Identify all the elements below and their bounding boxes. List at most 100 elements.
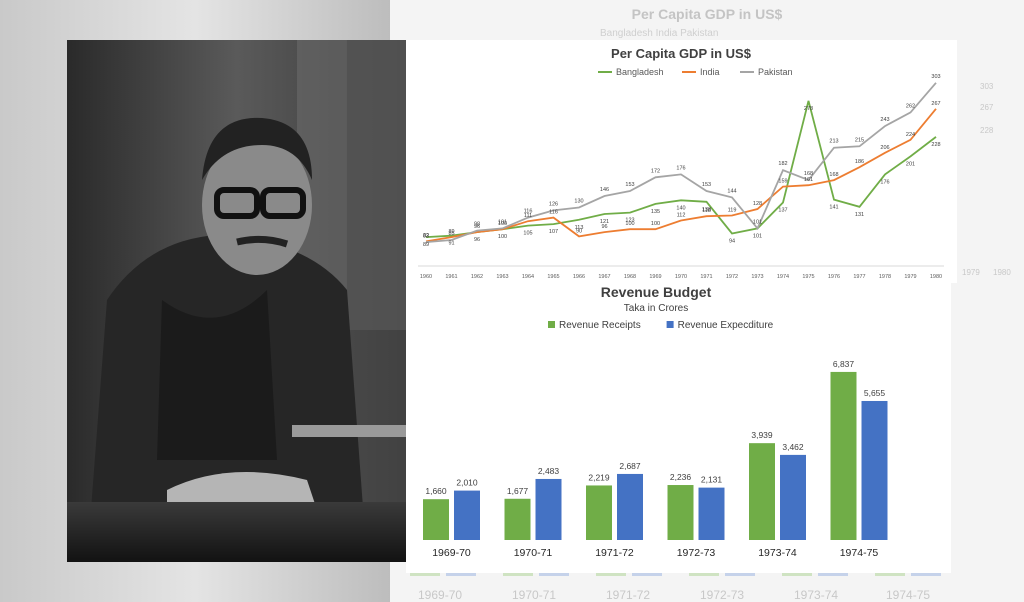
revenue-x-tick-label: 1970-71 xyxy=(514,547,553,559)
gdp-series-line xyxy=(425,108,937,243)
ghost-year-label: 1974-75 xyxy=(886,588,931,602)
gdp-data-label: 206 xyxy=(880,145,889,151)
gdp-data-label: 262 xyxy=(906,103,915,109)
gdp-x-tick-label: 1972 xyxy=(726,274,738,280)
gdp-series-line xyxy=(425,82,937,243)
gdp-x-tick-label: 1966 xyxy=(573,274,585,280)
gdp-data-label: 101 xyxy=(753,233,762,239)
gdp-chart-title: Per Capita GDP in US$ xyxy=(611,46,752,61)
gdp-data-label: 116 xyxy=(549,210,558,216)
revenue-chart-title: Revenue Budget xyxy=(601,284,712,300)
revenue-bar xyxy=(454,490,480,540)
gdp-x-tick-label: 1971 xyxy=(700,274,712,280)
revenue-bar xyxy=(423,499,449,540)
gdp-data-label: 94 xyxy=(729,238,735,244)
gdp-chart-background xyxy=(406,40,957,283)
ghost-value-label: 303 xyxy=(980,82,994,91)
gdp-x-tick-label: 1965 xyxy=(547,274,559,280)
gdp-data-label: 90 xyxy=(576,228,582,234)
revenue-data-label: 2,131 xyxy=(701,475,723,485)
revenue-bar xyxy=(617,473,643,540)
revenue-data-label: 2,687 xyxy=(619,461,641,471)
gdp-data-label: 83 xyxy=(423,233,429,239)
revenue-data-label: 5,655 xyxy=(864,388,886,398)
gdp-data-label: 130 xyxy=(574,199,583,205)
gdp-x-tick-label: 1978 xyxy=(879,274,891,280)
revenue-x-tick-label: 1969-70 xyxy=(432,547,471,559)
revenue-data-label: 1,677 xyxy=(507,486,529,496)
gdp-data-label: 267 xyxy=(931,101,940,107)
gdp-data-label: 100 xyxy=(625,221,634,227)
gdp-data-label: 176 xyxy=(676,165,685,171)
gdp-data-label: 138 xyxy=(702,207,711,213)
ghost-year-label: 1980 xyxy=(993,268,1011,277)
gdp-data-label: 96 xyxy=(601,224,607,230)
gdp-data-label: 224 xyxy=(906,132,915,138)
ghost-year-label: 1973-74 xyxy=(794,588,839,602)
gdp-data-label: 98 xyxy=(474,222,480,228)
gdp-data-label: 101 xyxy=(498,219,507,225)
gdp-data-label: 126 xyxy=(549,201,558,207)
revenue-legend-swatch xyxy=(666,321,674,328)
ghost-year-label: 1969-70 xyxy=(418,588,463,602)
gdp-data-label: 159 xyxy=(778,179,787,185)
gdp-x-tick-label: 1973 xyxy=(751,274,763,280)
portrait-photo xyxy=(67,40,406,562)
gdp-data-label: 89 xyxy=(448,229,454,235)
gdp-data-label: 91 xyxy=(448,241,454,247)
revenue-data-label: 1,660 xyxy=(425,486,447,496)
revenue-x-tick-label: 1971-72 xyxy=(595,547,634,559)
ghost-value-label: 267 xyxy=(980,103,994,112)
revenue-data-label: 3,939 xyxy=(751,430,773,440)
gdp-x-tick-label: 1961 xyxy=(445,274,457,280)
gdp-x-tick-label: 1977 xyxy=(853,274,865,280)
gdp-data-label: 153 xyxy=(625,182,634,188)
gdp-data-label: 161 xyxy=(804,177,813,183)
revenue-legend-swatch xyxy=(548,321,555,328)
portrait-illustration xyxy=(67,40,406,562)
revenue-data-label: 2,236 xyxy=(670,472,692,482)
gdp-data-label: 96 xyxy=(474,237,480,243)
gdp-data-label: 111 xyxy=(524,213,532,219)
gdp-data-label: 128 xyxy=(753,201,762,207)
gdp-data-label: 119 xyxy=(728,207,737,213)
gdp-data-label: 144 xyxy=(727,188,736,194)
ghost-year-label: 1979 xyxy=(962,268,980,277)
revenue-legend-label: Revenue Expecditure xyxy=(678,320,774,331)
gdp-data-label: 213 xyxy=(829,139,838,145)
gdp-data-label: 168 xyxy=(829,172,838,178)
revenue-x-tick-label: 1974-75 xyxy=(840,547,879,559)
gdp-data-label: 137 xyxy=(778,207,787,213)
gdp-x-tick-label: 1967 xyxy=(598,274,610,280)
gdp-x-tick-label: 1975 xyxy=(802,274,814,280)
gdp-data-label: 201 xyxy=(906,161,915,167)
revenue-x-tick-label: 1972-73 xyxy=(677,547,716,559)
revenue-bar xyxy=(698,487,725,540)
gdp-data-label: 82 xyxy=(423,233,429,239)
gdp-data-label: 123 xyxy=(625,218,634,224)
gdp-data-label: 96 xyxy=(474,224,480,230)
gdp-data-label: 121 xyxy=(600,219,609,225)
gdp-x-tick-label: 1979 xyxy=(904,274,916,280)
ghost-chart-title: Per Capita GDP in US$ xyxy=(631,6,783,22)
gdp-data-label: 176 xyxy=(880,179,889,185)
gdp-x-tick-label: 1976 xyxy=(828,274,840,280)
gdp-data-label: 168 xyxy=(804,171,813,177)
gdp-x-tick-label: 1974 xyxy=(777,274,789,280)
gdp-legend-label: Pakistan xyxy=(758,67,793,77)
gdp-series-line xyxy=(425,100,937,238)
gdp-data-label: 116 xyxy=(524,209,533,215)
revenue-chart-x-ticks: 1969-70 1970-71 1971-72 1972-73 1973-74 1974-… xyxy=(432,547,878,559)
revenue-data-label: 6,837 xyxy=(833,359,855,369)
revenue-bar xyxy=(830,371,857,540)
gdp-x-tick-label: 1968 xyxy=(624,274,636,280)
gdp-legend-label: Bangladesh xyxy=(616,67,664,77)
revenue-chart-legend: Revenue Receipts Revenue Expecditure xyxy=(548,320,774,331)
revenue-bar xyxy=(861,400,888,540)
revenue-bar xyxy=(780,454,806,540)
gdp-data-label: 140 xyxy=(676,205,685,211)
revenue-data-label: 2,010 xyxy=(456,478,478,488)
gdp-x-tick-label: 1962 xyxy=(471,274,483,280)
ghost-value-label: 228 xyxy=(980,126,994,135)
revenue-chart-subtitle: Taka in Crores xyxy=(624,303,688,314)
